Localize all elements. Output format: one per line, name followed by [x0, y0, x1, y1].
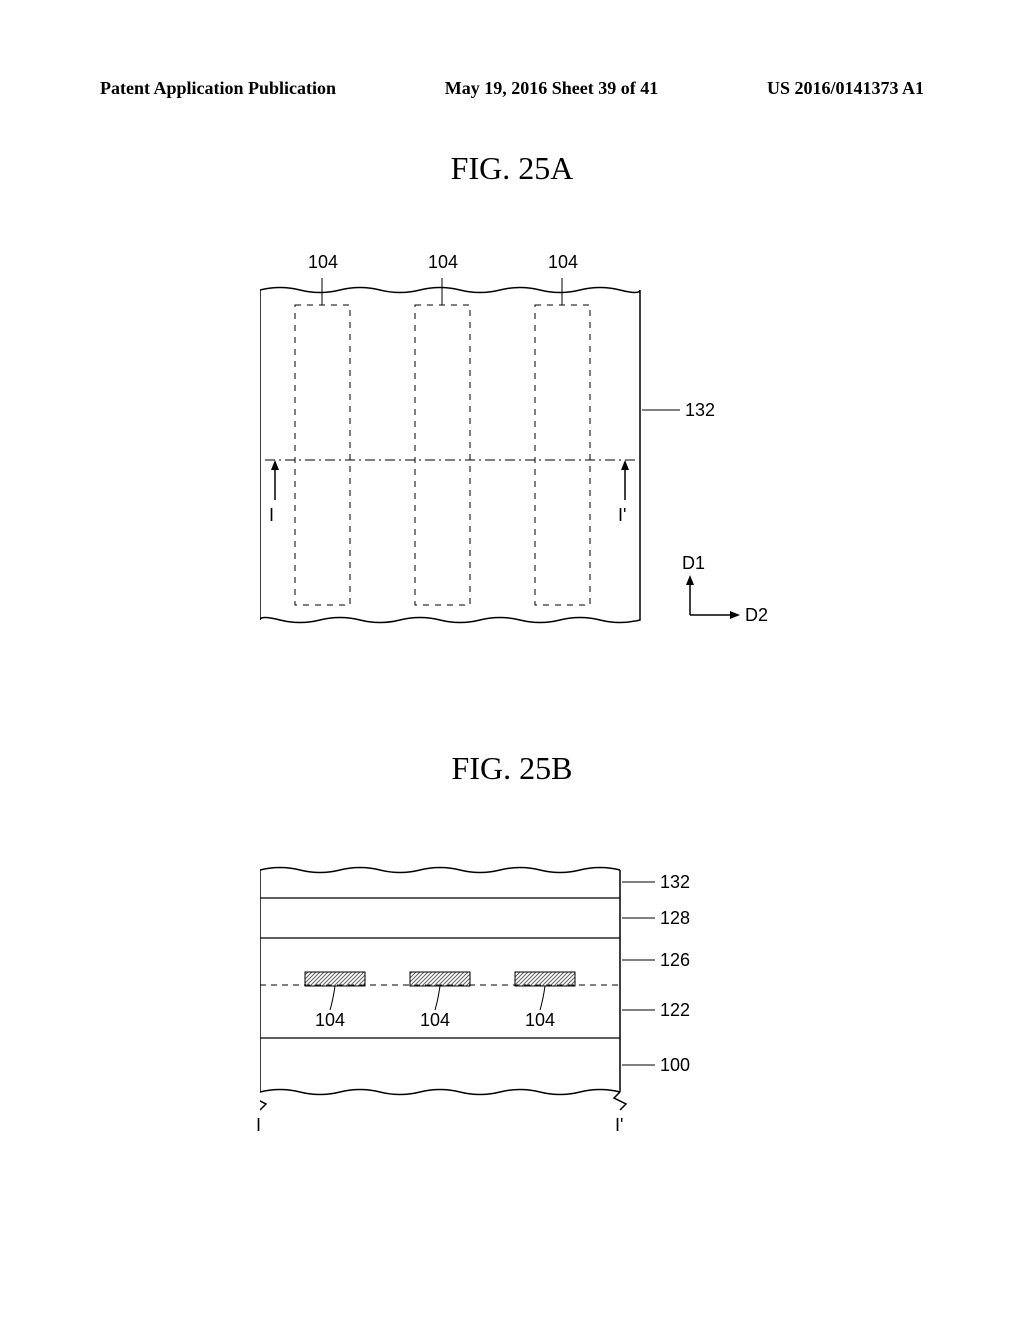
label-132: 132 [685, 400, 715, 421]
hatched-104-2 [410, 972, 470, 986]
dashed-rect-3 [535, 305, 590, 605]
label-D1: D1 [682, 553, 705, 574]
label-I: I [269, 505, 274, 526]
arrow-I-head [271, 460, 279, 470]
fig25a-svg [260, 250, 760, 650]
label-Iprime: I' [618, 505, 626, 526]
fig25a-diagram: 104 104 104 132 I I' D1 D2 [260, 250, 660, 630]
leader-104b-1 [330, 986, 335, 1010]
fig25b-bottom-wave [260, 1090, 620, 1095]
label-104-2: 104 [428, 252, 458, 273]
label-128: 128 [660, 908, 690, 929]
label-104b-1: 104 [315, 1010, 345, 1031]
axis-d2-head [730, 611, 740, 619]
fig25a-boundary [260, 288, 640, 623]
arrow-Iprime-head [621, 460, 629, 470]
dashed-rect-1 [295, 305, 350, 605]
fig25b-top-wave [260, 868, 620, 873]
leader-104b-2 [435, 986, 440, 1010]
hatched-104-3 [515, 972, 575, 986]
break-left [260, 1092, 266, 1110]
label-Ib: I [256, 1115, 261, 1136]
label-104-3: 104 [548, 252, 578, 273]
header-center: May 19, 2016 Sheet 39 of 41 [445, 78, 658, 99]
axis-d1-head [686, 575, 694, 585]
fig25a-title: FIG. 25A [0, 150, 1024, 187]
label-132b: 132 [660, 872, 690, 893]
hatched-104-1 [305, 972, 365, 986]
label-104-1: 104 [308, 252, 338, 273]
dashed-rect-2 [415, 305, 470, 605]
header-right: US 2016/0141373 A1 [767, 78, 924, 99]
label-Iprimeb: I' [615, 1115, 623, 1136]
label-100: 100 [660, 1055, 690, 1076]
header-left: Patent Application Publication [100, 78, 336, 99]
leader-104b-3 [540, 986, 545, 1010]
fig25b-diagram: 132 128 126 122 100 104 104 104 I I' [260, 860, 700, 1160]
page-header: Patent Application Publication May 19, 2… [100, 78, 924, 99]
label-122: 122 [660, 1000, 690, 1021]
label-104b-2: 104 [420, 1010, 450, 1031]
label-D2: D2 [745, 605, 768, 626]
label-104b-3: 104 [525, 1010, 555, 1031]
break-right [614, 1092, 626, 1110]
label-126: 126 [660, 950, 690, 971]
fig25b-title: FIG. 25B [0, 750, 1024, 787]
